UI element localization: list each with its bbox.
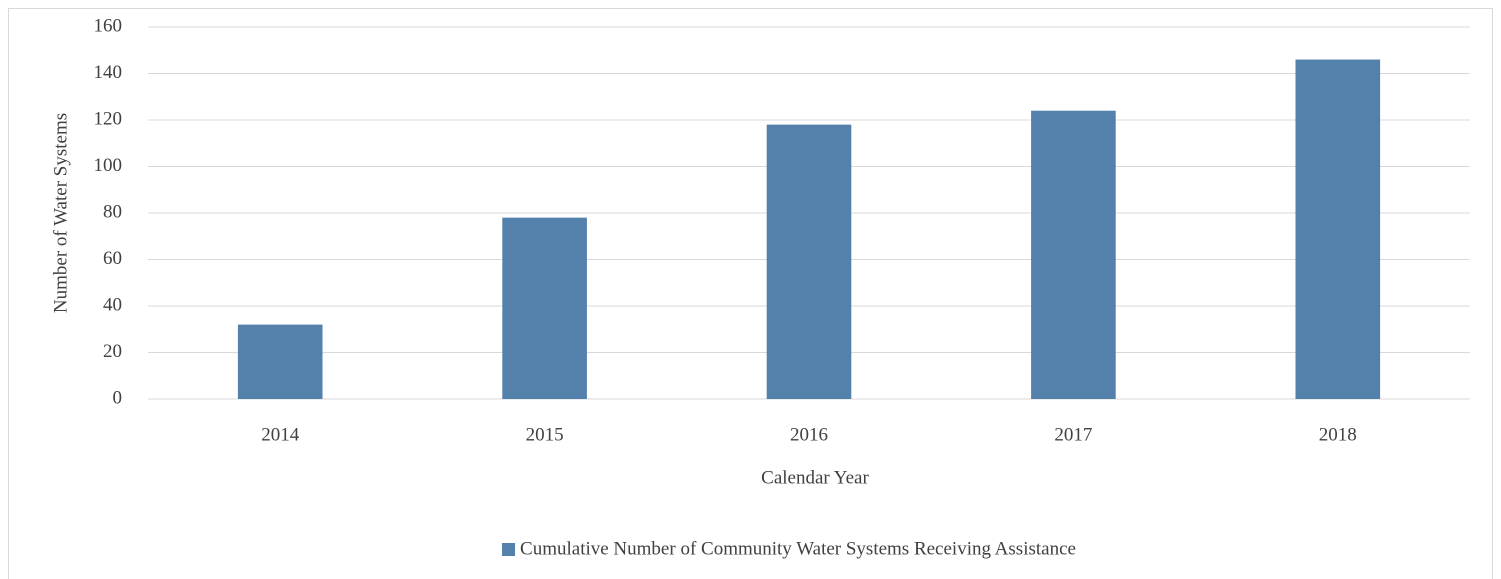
x-tick-label: 2016 xyxy=(790,424,828,445)
y-tick-label: 160 xyxy=(94,15,123,36)
x-tick-label: 2015 xyxy=(526,424,564,445)
x-tick-label: 2018 xyxy=(1319,424,1357,445)
bar xyxy=(1031,110,1116,399)
y-tick-label: 60 xyxy=(103,248,122,269)
bar xyxy=(1295,59,1381,400)
legend-swatch xyxy=(502,543,516,556)
bar xyxy=(766,124,852,400)
chart-border xyxy=(8,8,1493,579)
y-tick-label: 0 xyxy=(113,387,123,408)
y-tick-label: 40 xyxy=(103,294,122,315)
x-tick-label: 2017 xyxy=(1054,424,1092,445)
bar xyxy=(237,324,323,399)
y-tick-label: 100 xyxy=(94,155,123,176)
bar xyxy=(502,217,587,399)
y-tick-label: 20 xyxy=(103,341,122,362)
x-axis-label: Calendar Year xyxy=(761,467,869,488)
x-tick-label: 2014 xyxy=(261,424,300,445)
y-tick-label: 120 xyxy=(94,108,123,129)
y-tick-label: 140 xyxy=(94,62,123,83)
legend-label: Cumulative Number of Community Water Sys… xyxy=(520,538,1076,559)
y-axis-label: Number of Water Systems xyxy=(50,113,71,313)
y-tick-label: 80 xyxy=(103,201,122,222)
